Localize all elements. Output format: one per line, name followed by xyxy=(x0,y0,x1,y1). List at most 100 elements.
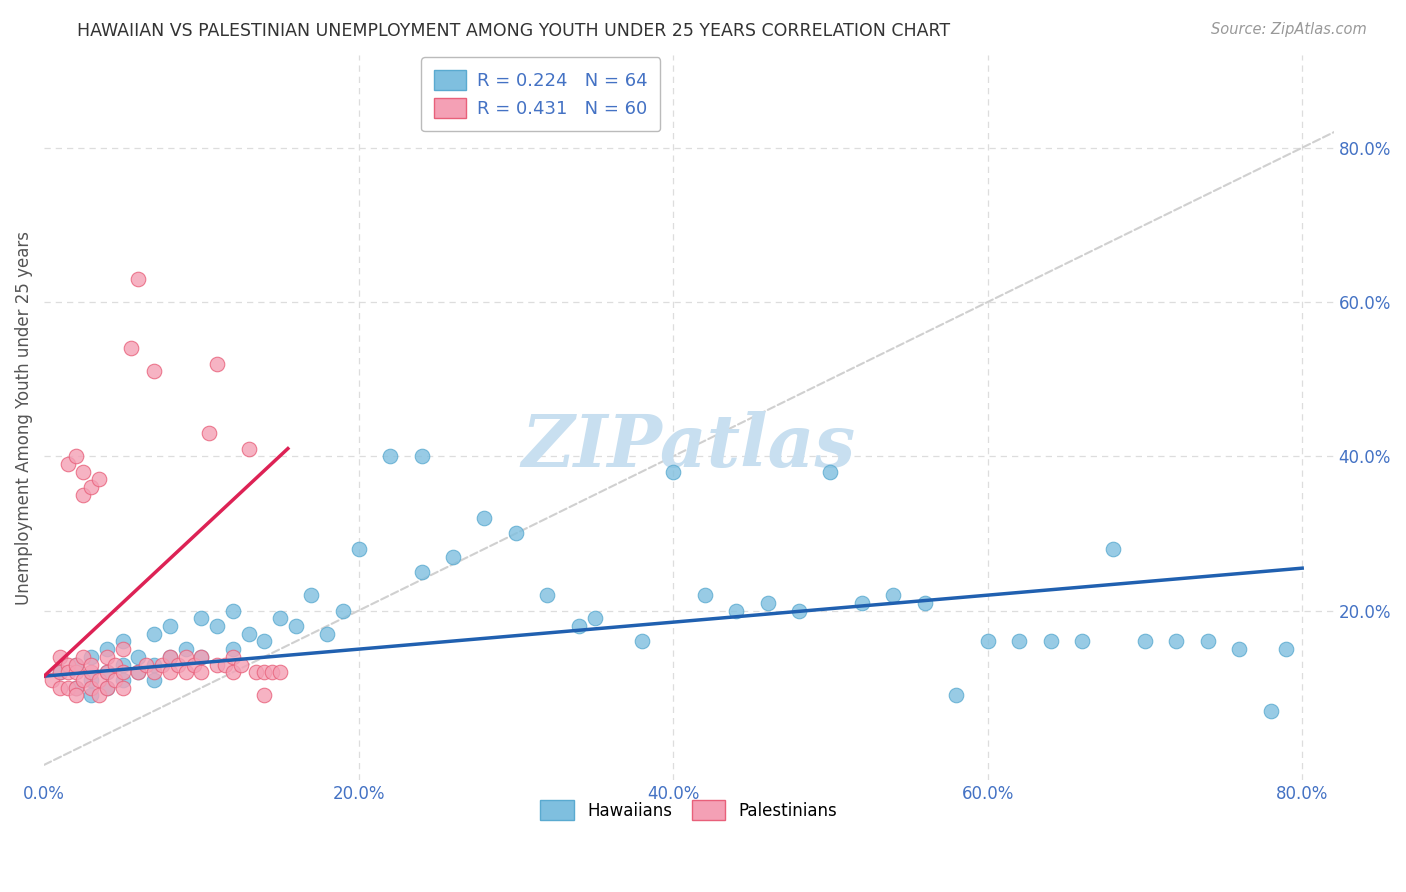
Point xyxy=(143,364,166,378)
Point xyxy=(96,681,118,695)
Point xyxy=(49,665,72,680)
Point xyxy=(104,657,127,672)
Point xyxy=(49,665,72,680)
Point xyxy=(65,665,87,680)
Point xyxy=(245,665,267,680)
Point xyxy=(89,689,111,703)
Point xyxy=(183,657,205,672)
Point xyxy=(662,465,685,479)
Point xyxy=(1071,634,1094,648)
Point xyxy=(1197,634,1219,648)
Point xyxy=(222,604,245,618)
Point xyxy=(127,665,149,680)
Point xyxy=(80,665,103,680)
Point xyxy=(820,465,842,479)
Point xyxy=(80,673,103,687)
Point xyxy=(222,642,245,657)
Point xyxy=(222,649,245,664)
Point xyxy=(80,649,103,664)
Point xyxy=(205,619,228,633)
Point xyxy=(143,657,166,672)
Point xyxy=(269,611,291,625)
Point xyxy=(159,619,181,633)
Point xyxy=(96,681,118,695)
Point xyxy=(111,657,134,672)
Point xyxy=(56,681,79,695)
Point xyxy=(143,626,166,640)
Point xyxy=(214,657,236,672)
Point xyxy=(135,657,157,672)
Point xyxy=(1227,642,1250,657)
Point xyxy=(159,649,181,664)
Text: Source: ZipAtlas.com: Source: ZipAtlas.com xyxy=(1211,22,1367,37)
Point xyxy=(150,657,173,672)
Point xyxy=(111,634,134,648)
Point xyxy=(56,657,79,672)
Point xyxy=(65,681,87,695)
Point xyxy=(630,634,652,648)
Point xyxy=(174,649,197,664)
Point xyxy=(1275,642,1298,657)
Point xyxy=(56,457,79,471)
Point xyxy=(56,665,79,680)
Point xyxy=(411,565,433,579)
Point xyxy=(111,681,134,695)
Point xyxy=(49,681,72,695)
Point xyxy=(914,596,936,610)
Point xyxy=(89,673,111,687)
Point xyxy=(238,442,260,456)
Point xyxy=(441,549,464,564)
Point xyxy=(851,596,873,610)
Point xyxy=(253,689,276,703)
Point xyxy=(96,665,118,680)
Point xyxy=(174,642,197,657)
Point xyxy=(976,634,998,648)
Point xyxy=(143,673,166,687)
Text: HAWAIIAN VS PALESTINIAN UNEMPLOYMENT AMONG YOUTH UNDER 25 YEARS CORRELATION CHAR: HAWAIIAN VS PALESTINIAN UNEMPLOYMENT AMO… xyxy=(77,22,950,40)
Point xyxy=(65,681,87,695)
Point xyxy=(104,673,127,687)
Point xyxy=(72,649,94,664)
Point xyxy=(583,611,606,625)
Point xyxy=(198,426,221,441)
Point xyxy=(96,649,118,664)
Point xyxy=(111,673,134,687)
Point xyxy=(222,665,245,680)
Point xyxy=(190,611,212,625)
Point xyxy=(1260,704,1282,718)
Point xyxy=(65,657,87,672)
Point xyxy=(536,588,558,602)
Point xyxy=(205,357,228,371)
Point xyxy=(332,604,354,618)
Point xyxy=(316,626,339,640)
Text: ZIPatlas: ZIPatlas xyxy=(522,411,856,483)
Point xyxy=(347,541,370,556)
Point xyxy=(253,634,276,648)
Point xyxy=(159,665,181,680)
Point xyxy=(190,649,212,664)
Point xyxy=(787,604,810,618)
Point xyxy=(190,665,212,680)
Point xyxy=(284,619,307,633)
Point xyxy=(174,665,197,680)
Point xyxy=(72,488,94,502)
Point xyxy=(238,626,260,640)
Point xyxy=(72,673,94,687)
Point xyxy=(568,619,591,633)
Point xyxy=(505,526,527,541)
Point xyxy=(253,665,276,680)
Point xyxy=(89,472,111,486)
Point xyxy=(693,588,716,602)
Point xyxy=(111,642,134,657)
Point xyxy=(127,649,149,664)
Point xyxy=(262,665,284,680)
Point xyxy=(378,450,401,464)
Point xyxy=(49,649,72,664)
Point xyxy=(1102,541,1125,556)
Point xyxy=(96,665,118,680)
Point xyxy=(411,450,433,464)
Point xyxy=(80,689,103,703)
Point xyxy=(1008,634,1031,648)
Point xyxy=(945,689,967,703)
Point xyxy=(205,657,228,672)
